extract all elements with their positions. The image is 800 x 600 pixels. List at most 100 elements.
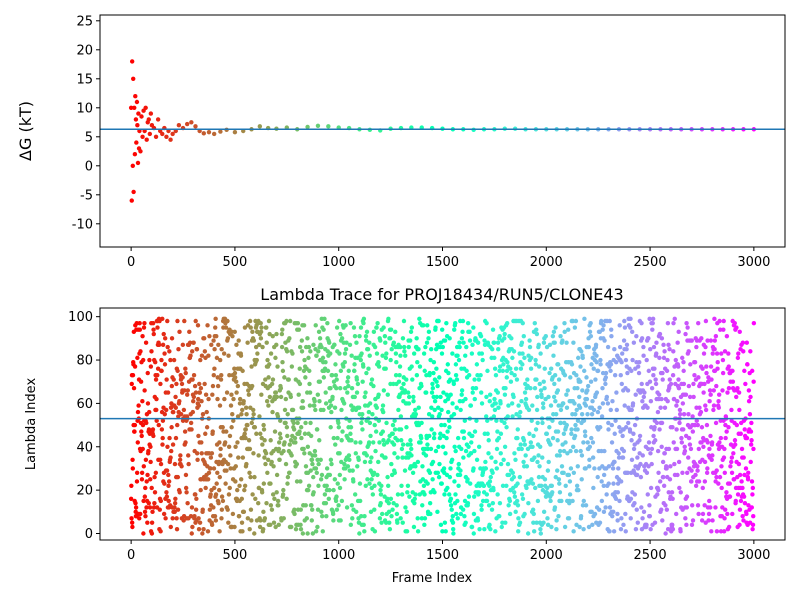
bottom-data-point (386, 483, 391, 488)
bottom-data-point (391, 500, 396, 506)
bottom-data-point (504, 320, 510, 326)
bottom-data-point (363, 338, 369, 343)
bottom-data-point (281, 516, 286, 521)
bottom-data-point (194, 346, 200, 352)
bottom-data-point (502, 336, 507, 341)
bottom-data-point (710, 453, 715, 458)
bottom-data-point (437, 461, 442, 467)
bottom-data-point (639, 505, 644, 510)
bottom-data-point (138, 349, 143, 354)
bottom-data-point (648, 526, 653, 532)
bottom-data-point (212, 513, 218, 519)
bottom-data-point (373, 448, 378, 454)
bottom-data-point (465, 477, 470, 482)
bottom-data-point (579, 349, 584, 354)
bottom-data-point (647, 503, 652, 508)
bottom-data-point (536, 453, 541, 458)
bottom-data-point (655, 409, 661, 415)
bottom-data-point (542, 366, 547, 371)
bottom-data-point (248, 507, 254, 512)
bottom-data-point (747, 412, 753, 417)
bottom-data-point (534, 331, 540, 337)
bottom-data-point (222, 396, 227, 402)
bottom-data-point (495, 340, 501, 345)
bottom-data-point (164, 490, 169, 495)
bottom-data-point (466, 444, 471, 449)
bottom-data-point (252, 425, 258, 430)
bottom-data-point (689, 468, 694, 473)
bottom-data-point (548, 498, 553, 504)
bottom-data-point (363, 390, 368, 395)
bottom-data-point (207, 333, 212, 339)
bottom-data-point (604, 394, 610, 400)
top-y-tick-label: 0 (85, 159, 93, 174)
bottom-data-point (484, 492, 490, 497)
bottom-data-point (223, 481, 228, 486)
bottom-data-point (178, 412, 184, 417)
bottom-data-point (567, 479, 573, 484)
bottom-data-point (526, 407, 532, 413)
bottom-data-point (712, 346, 717, 352)
bottom-data-point (541, 520, 546, 525)
bottom-data-point (575, 418, 581, 423)
bottom-data-point (240, 455, 246, 460)
bottom-data-point (623, 529, 628, 534)
bottom-data-point (316, 461, 321, 467)
bottom-data-point (147, 357, 152, 363)
bottom-data-point (362, 459, 368, 465)
bottom-data-point (306, 483, 312, 488)
bottom-data-point (251, 338, 257, 343)
bottom-data-point (691, 381, 696, 387)
bottom-data-point (474, 362, 480, 367)
bottom-data-point (167, 349, 172, 354)
bottom-data-point (154, 407, 159, 413)
bottom-data-point (631, 431, 636, 436)
bottom-data-point (248, 474, 253, 480)
bottom-data-point (653, 377, 658, 382)
bottom-data-point (317, 379, 323, 384)
bottom-data-point (589, 362, 594, 367)
bottom-data-point (646, 368, 651, 374)
bottom-data-point (417, 364, 423, 369)
bottom-data-point (734, 325, 739, 330)
bottom-data-point (590, 522, 595, 528)
bottom-data-point (561, 448, 567, 454)
bottom-data-point (266, 403, 271, 408)
bottom-data-point (332, 477, 338, 482)
bottom-data-point (678, 529, 683, 534)
bottom-data-point (660, 518, 665, 523)
bottom-data-point (302, 431, 308, 436)
bottom-data-point (420, 503, 425, 508)
bottom-data-point (360, 412, 365, 417)
bottom-data-point (246, 392, 252, 397)
bottom-data-point (582, 429, 588, 434)
bottom-data-point (214, 481, 219, 486)
bottom-data-point (228, 466, 233, 471)
bottom-data-point (239, 496, 245, 502)
bottom-data-point (377, 516, 383, 521)
bottom-data-point (670, 496, 675, 502)
bottom-data-point (425, 323, 430, 328)
top-y-tick-label: 10 (76, 101, 93, 116)
bottom-data-point (274, 342, 279, 348)
bottom-data-point (162, 336, 168, 341)
bottom-data-point (546, 459, 551, 465)
bottom-data-point (367, 401, 373, 406)
bottom-data-point (362, 513, 367, 519)
bottom-data-point (527, 338, 532, 343)
bottom-data-point (703, 403, 708, 408)
bottom-data-point (363, 483, 368, 488)
bottom-data-point (425, 446, 431, 452)
bottom-data-point (449, 507, 454, 512)
bottom-data-point (347, 457, 352, 462)
bottom-data-point (614, 390, 619, 395)
bottom-data-point (497, 500, 503, 506)
bottom-data-point (693, 483, 699, 488)
bottom-data-point (637, 433, 643, 439)
bottom-y-tick-label: 100 (68, 310, 93, 325)
bottom-data-point (408, 442, 413, 447)
bottom-data-point (280, 368, 286, 374)
bottom-data-point (348, 425, 354, 430)
bottom-data-point (368, 459, 373, 465)
bottom-data-point (225, 318, 230, 324)
